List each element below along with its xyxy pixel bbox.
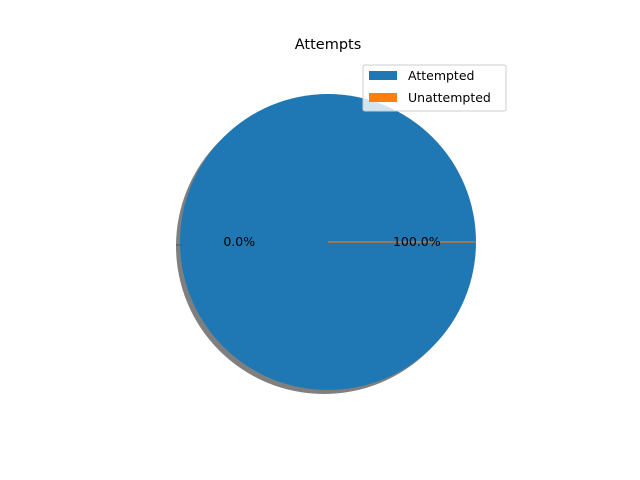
legend-swatch-attempted <box>369 71 397 80</box>
percent-label-group: 100.0% 0.0% <box>223 234 440 249</box>
legend-label-unattempted: Unattempted <box>408 90 491 105</box>
legend-label-attempted: Attempted <box>408 68 474 83</box>
percent-label-attempted: 100.0% <box>393 234 441 249</box>
pie-group <box>176 94 476 394</box>
legend: Attempted Unattempted <box>362 64 507 112</box>
legend-frame <box>362 64 507 112</box>
chart-title: Attempts <box>295 37 362 53</box>
percent-label-unattempted: 0.0% <box>223 234 255 249</box>
legend-swatch-unattempted <box>369 93 397 102</box>
